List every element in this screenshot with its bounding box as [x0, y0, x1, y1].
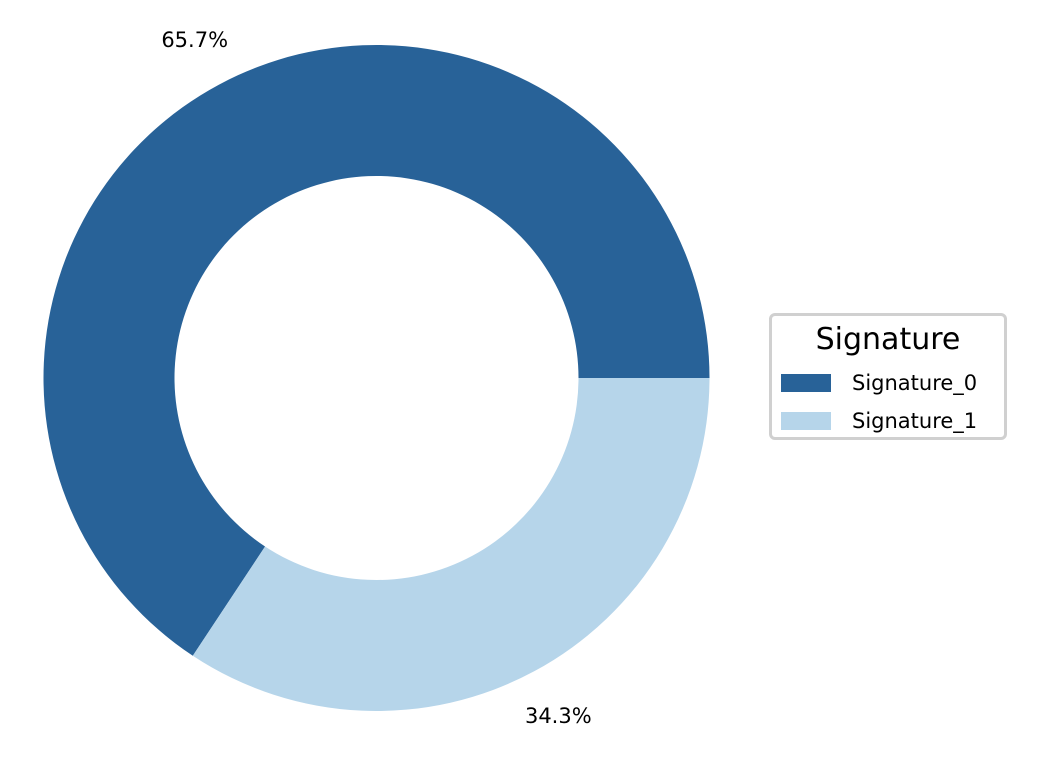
legend-item-signature-1: Signature_1 [781, 408, 977, 434]
slice-label-signature-1: 34.3% [525, 704, 592, 728]
legend-swatch-signature-1 [781, 412, 831, 430]
slice-label-signature-0: 65.7% [161, 28, 228, 52]
legend-item-signature-0: Signature_0 [781, 370, 977, 396]
donut-slices [43, 44, 710, 712]
legend-title: Signature [815, 322, 961, 357]
legend-swatch-signature-0 [781, 374, 831, 392]
donut-slice-signature-1 [192, 378, 710, 712]
slice-labels: 65.7% 34.3% [161, 28, 591, 728]
donut-slice-signature-0 [43, 44, 710, 656]
legend: Signature Signature_0 Signature_1 [769, 313, 1007, 440]
legend-label-signature-0: Signature_0 [852, 371, 978, 395]
legend-label-signature-1: Signature_1 [852, 409, 978, 433]
